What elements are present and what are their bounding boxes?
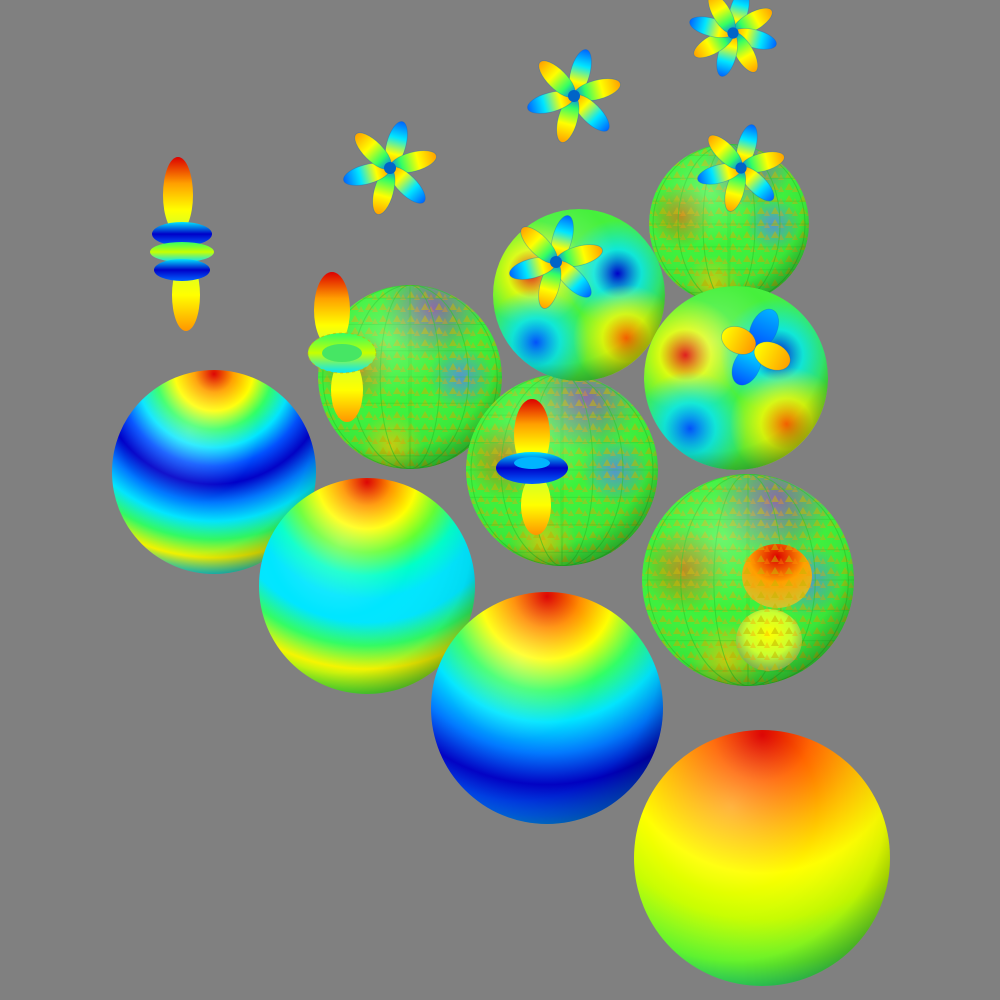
sphere-textured-1 <box>318 285 502 469</box>
orbital-f-flower-5 <box>689 0 777 77</box>
orbital-dz2-floating <box>150 157 214 331</box>
orbital-f-flower-1 <box>343 121 437 215</box>
sphere-plain-3 <box>431 592 663 824</box>
orbital-f-flower-3 <box>527 49 621 143</box>
orbital-d-clover-on-sphere <box>721 308 791 386</box>
sphere-plain-2 <box>259 478 475 694</box>
orbital-p-on-sphere <box>736 544 812 671</box>
orbital-pz-on-sphere <box>496 399 568 535</box>
orbital-f-flower-2 <box>509 215 603 309</box>
orbital-dz2-on-sphere <box>307 272 377 422</box>
sphere-plain-4 <box>634 730 890 986</box>
sphere-textured-3 <box>649 144 809 304</box>
orbital-f-flower-4 <box>697 124 785 212</box>
sphere-plain-1 <box>112 370 316 574</box>
